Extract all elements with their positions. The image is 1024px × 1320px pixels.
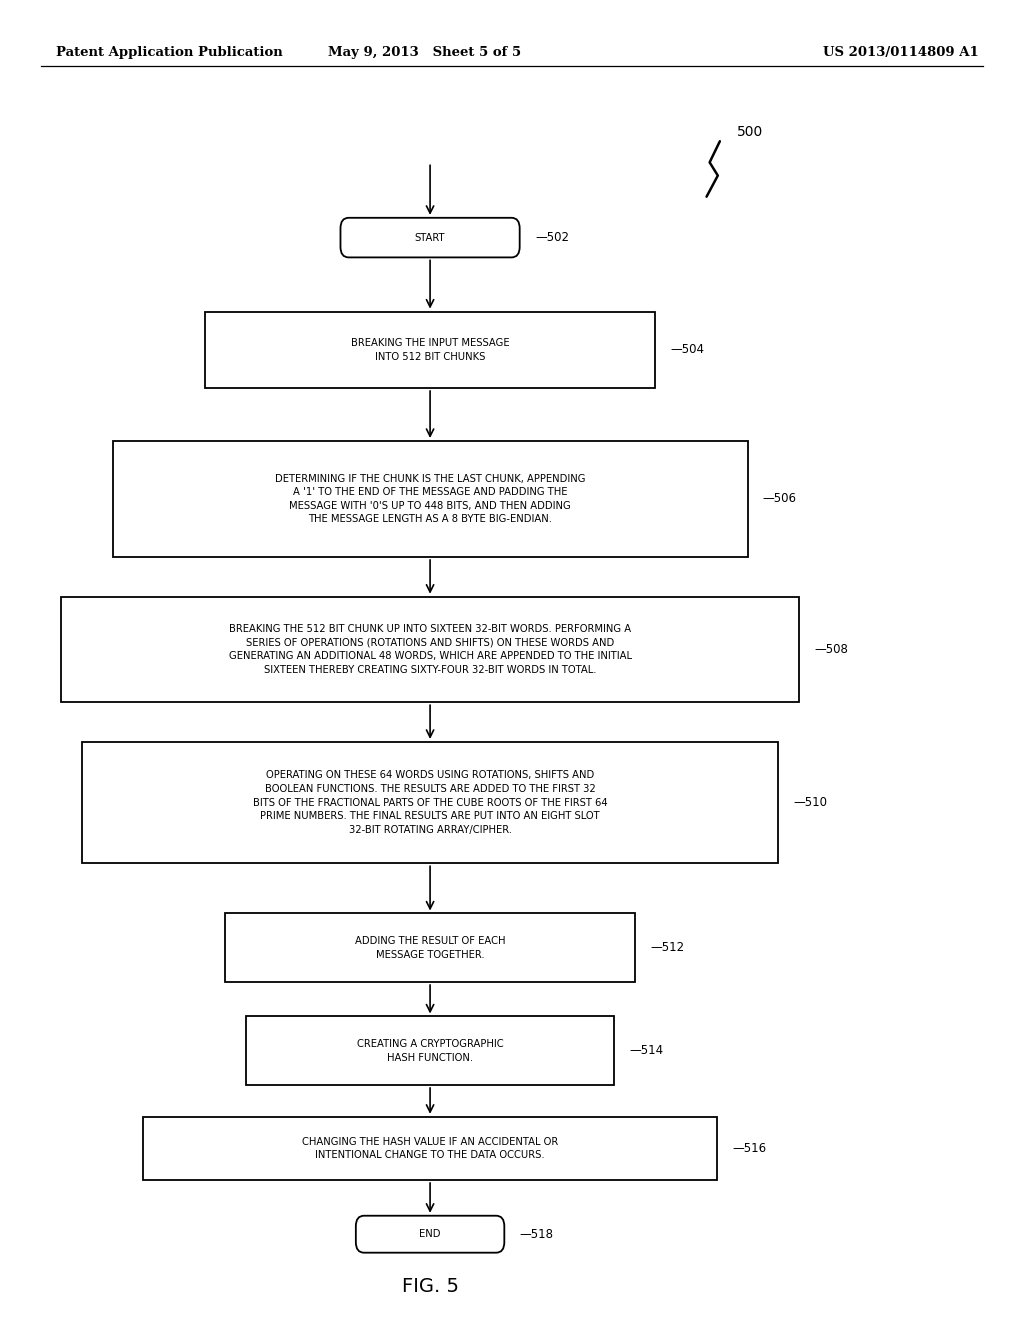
Text: May 9, 2013   Sheet 5 of 5: May 9, 2013 Sheet 5 of 5 [329,46,521,59]
Text: END: END [420,1229,440,1239]
Text: —510: —510 [794,796,827,809]
Text: —506: —506 [763,492,797,506]
Text: US 2013/0114809 A1: US 2013/0114809 A1 [823,46,979,59]
FancyBboxPatch shape [340,218,520,257]
Bar [61,597,799,702]
Text: —508: —508 [814,643,848,656]
Bar [205,312,655,388]
Text: CHANGING THE HASH VALUE IF AN ACCIDENTAL OR
INTENTIONAL CHANGE TO THE DATA OCCUR: CHANGING THE HASH VALUE IF AN ACCIDENTAL… [302,1137,558,1160]
FancyBboxPatch shape [356,1216,504,1253]
Text: OPERATING ON THESE 64 WORDS USING ROTATIONS, SHIFTS AND
BOOLEAN FUNCTIONS. THE R: OPERATING ON THESE 64 WORDS USING ROTATI… [253,771,607,834]
Text: CREATING A CRYPTOGRAPHIC
HASH FUNCTION.: CREATING A CRYPTOGRAPHIC HASH FUNCTION. [356,1039,504,1063]
Text: —516: —516 [732,1142,766,1155]
Text: —514: —514 [630,1044,664,1057]
Text: 500: 500 [737,125,764,139]
Bar [246,1016,614,1085]
Text: Patent Application Publication: Patent Application Publication [56,46,283,59]
Text: —512: —512 [650,941,684,954]
Text: ADDING THE RESULT OF EACH
MESSAGE TOGETHER.: ADDING THE RESULT OF EACH MESSAGE TOGETH… [355,936,505,960]
Text: DETERMINING IF THE CHUNK IS THE LAST CHUNK, APPENDING
A '1' TO THE END OF THE ME: DETERMINING IF THE CHUNK IS THE LAST CHU… [274,474,586,524]
Text: —504: —504 [671,343,705,356]
Text: BREAKING THE 512 BIT CHUNK UP INTO SIXTEEN 32-BIT WORDS. PERFORMING A
SERIES OF : BREAKING THE 512 BIT CHUNK UP INTO SIXTE… [228,624,632,675]
Text: —518: —518 [519,1228,554,1241]
Text: FIG. 5: FIG. 5 [401,1278,459,1296]
Bar [225,913,635,982]
Bar [143,1117,717,1180]
Bar [82,742,778,863]
Bar [113,441,748,557]
Text: —502: —502 [535,231,569,244]
Text: START: START [415,232,445,243]
Text: BREAKING THE INPUT MESSAGE
INTO 512 BIT CHUNKS: BREAKING THE INPUT MESSAGE INTO 512 BIT … [351,338,509,362]
